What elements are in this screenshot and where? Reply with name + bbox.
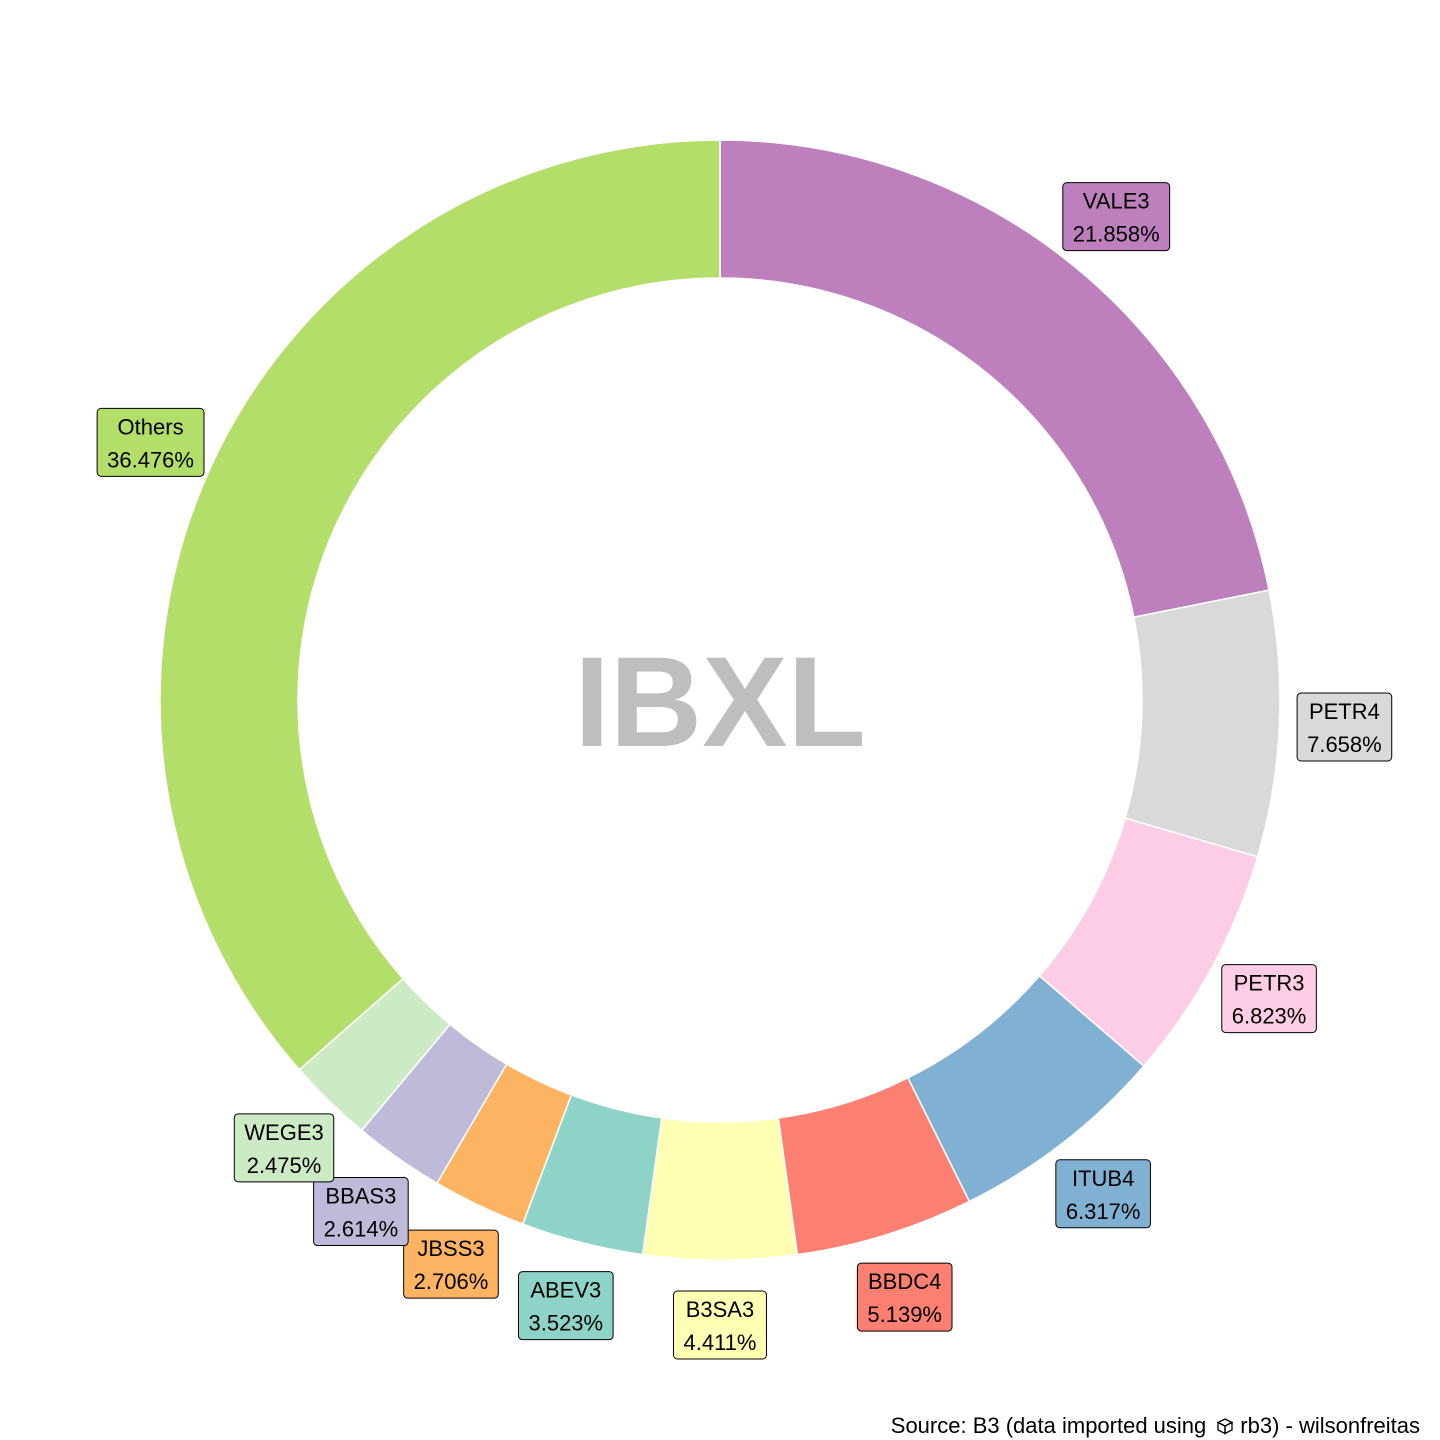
package-icon xyxy=(1216,1418,1234,1435)
label-b3sa3: B3SA3 4.411% xyxy=(672,1290,767,1360)
label-itub4: ITUB4 6.317% xyxy=(1055,1159,1151,1229)
slice-name: B3SA3 xyxy=(686,1297,755,1322)
slice-value: 36.476% xyxy=(107,447,194,472)
donut-slices xyxy=(159,139,1281,1261)
chart-caption: Source: B3 (data imported using rb3 ) - … xyxy=(891,1413,1420,1439)
label-petr4: PETR4 7.658% xyxy=(1296,692,1393,762)
slice-name: VALE3 xyxy=(1083,189,1150,214)
label-wege3: WEGE3 2.475% xyxy=(233,1113,335,1183)
label-box xyxy=(403,1229,499,1299)
slice-name: BBAS3 xyxy=(325,1184,396,1209)
slice-value: 7.658% xyxy=(1307,732,1382,757)
slice-petr4 xyxy=(1124,589,1281,858)
label-bbdc4: BBDC4 5.139% xyxy=(856,1262,953,1332)
label-abev3: ABEV3 3.523% xyxy=(517,1271,614,1341)
center-title: IBXL xyxy=(574,631,866,774)
label-bbas3: BBAS3 2.614% xyxy=(313,1177,409,1247)
label-petr3: PETR3 6.823% xyxy=(1221,964,1317,1034)
slice-value: 3.523% xyxy=(528,1311,603,1336)
label-box xyxy=(1055,1159,1151,1229)
slice-value: 6.317% xyxy=(1066,1199,1141,1224)
slice-labels: VALE3 21.858% PETR4 7.658% PETR3 6.823% ITUB4 6… xyxy=(96,182,1393,1360)
caption-package: rb3 xyxy=(1240,1413,1273,1438)
label-box xyxy=(517,1271,614,1341)
slice-value: 2.475% xyxy=(247,1153,322,1178)
label-box xyxy=(856,1262,953,1332)
caption-prefix: Source: B3 (data imported using xyxy=(890,1413,1207,1438)
slice-name: WEGE3 xyxy=(244,1120,323,1145)
slice-name: PETR3 xyxy=(1234,971,1305,996)
slice-others xyxy=(159,139,721,1071)
slice-vale3 xyxy=(719,139,1271,619)
label-box xyxy=(1221,964,1317,1034)
slice-value: 4.411% xyxy=(683,1330,756,1355)
label-box xyxy=(1062,182,1171,252)
slice-name: BBDC4 xyxy=(868,1269,941,1294)
slice-value: 2.614% xyxy=(324,1217,399,1242)
label-box xyxy=(96,407,205,477)
label-box xyxy=(672,1290,767,1360)
slice-name: Others xyxy=(118,414,184,439)
slice-name: PETR4 xyxy=(1309,699,1380,724)
label-vale3: VALE3 21.858% xyxy=(1062,182,1171,252)
slice-name: ABEV3 xyxy=(530,1278,601,1303)
slice-b3sa3 xyxy=(641,1117,799,1261)
slice-name: ITUB4 xyxy=(1072,1166,1134,1191)
slice-value: 2.706% xyxy=(414,1269,489,1294)
label-jbss3: JBSS3 2.706% xyxy=(403,1229,499,1299)
caption-suffix: ) - wilsonfreitas xyxy=(1272,1413,1420,1438)
slice-value: 21.858% xyxy=(1073,222,1160,247)
label-box xyxy=(1296,692,1393,762)
slice-value: 5.139% xyxy=(867,1302,942,1327)
label-box xyxy=(313,1177,409,1247)
label-box xyxy=(233,1113,335,1183)
label-others: Others 36.476% xyxy=(96,407,205,477)
slice-name: JBSS3 xyxy=(417,1236,484,1261)
slice-value: 6.823% xyxy=(1232,1004,1307,1029)
